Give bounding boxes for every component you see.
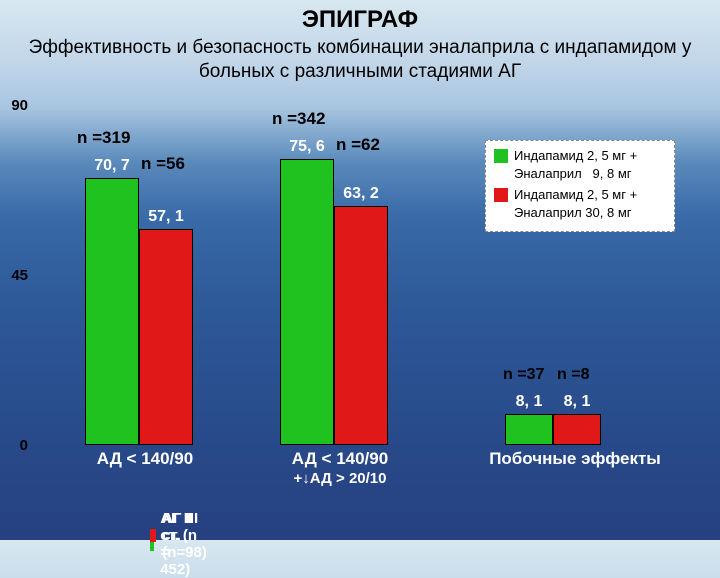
n-label: n =62: [336, 135, 380, 155]
x-axis-label: Побочные эффекты: [475, 449, 675, 469]
page-title: ЭПИГРАФ: [0, 0, 720, 34]
bar: [553, 414, 601, 445]
legend-text: Индапамид 2, 5 мг +Эналаприл 30, 8 мг: [514, 186, 637, 221]
n-label: n =37: [503, 366, 544, 384]
legend-text: Индапамид 2, 5 мг +Эналаприл 9, 8 мг: [514, 147, 637, 182]
bar-value-label: 63, 2: [331, 185, 391, 203]
bar: [334, 206, 388, 445]
x-axis-sublabel: +↓АД > 20/10: [260, 470, 420, 487]
y-tick: 45: [0, 267, 28, 284]
n-label: n =342: [272, 109, 325, 129]
bottom-legend-item: АГ III ст. (n=98): [150, 510, 214, 561]
n-label: n =56: [141, 154, 185, 174]
page-subtitle: Эффективность и безопасность комбинации …: [0, 34, 720, 84]
legend-item: Индапамид 2, 5 мг +Эналаприл 30, 8 мг: [494, 186, 666, 221]
legend-swatch: [494, 188, 508, 202]
n-label: n =8: [557, 366, 589, 384]
x-axis-label: АД < 140/90: [260, 449, 420, 469]
n-label: n =319: [77, 128, 130, 148]
bottom-legend-text: АГ III ст. (n=98): [162, 510, 213, 561]
y-tick: 90: [0, 97, 28, 114]
legend-swatch: [150, 529, 156, 542]
x-axis-label: АД < 140/90: [70, 449, 220, 469]
bar-value-label: 75, 6: [277, 138, 337, 156]
bar: [139, 229, 193, 445]
bar-value-label: 8, 1: [547, 393, 607, 411]
bar-value-label: 70, 7: [82, 157, 142, 175]
legend-item: Индапамид 2, 5 мг +Эналаприл 9, 8 мг: [494, 147, 666, 182]
bar: [280, 159, 334, 445]
y-tick: 0: [0, 437, 28, 454]
bar: [505, 414, 553, 445]
bar: [85, 178, 139, 445]
legend-swatch: [494, 149, 508, 163]
legend: Индапамид 2, 5 мг +Эналаприл 9, 8 мг Инда…: [485, 140, 675, 232]
bar-value-label: 57, 1: [136, 208, 196, 226]
